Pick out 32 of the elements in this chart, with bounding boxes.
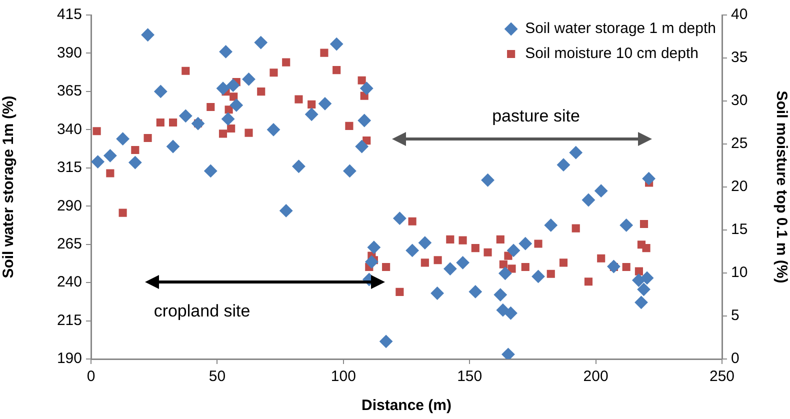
y2-tick-label: 5 (731, 307, 740, 324)
x-tick-label: 150 (457, 368, 482, 386)
x-tick-label: 100 (330, 368, 356, 386)
y2-tick-label: 10 (731, 264, 748, 282)
y-tick-label: 340 (56, 120, 82, 138)
x-tick-label: 0 (86, 368, 96, 386)
legend-label: Soil water storage 1 m depth (525, 20, 716, 38)
y-tick-label: 415 (56, 6, 82, 24)
y2-tick-label: 15 (731, 221, 748, 238)
x-tick-label: 200 (583, 368, 608, 386)
y2-tick-label: 30 (731, 92, 748, 110)
y-tick-label: 240 (56, 274, 82, 291)
y-tick-label: 215 (56, 312, 82, 329)
y2-tick-label: 0 (731, 350, 740, 368)
y2-axis-title: Soil moisture top 0.1 m (%) (772, 90, 790, 284)
y-axis-title: Soil water storage 1m (%) (0, 96, 18, 278)
y2-tick-label: 25 (731, 135, 748, 152)
x-tick-label: 250 (709, 368, 735, 386)
y-tick-label: 315 (56, 159, 82, 176)
x-axis-title: Distance (m) (361, 397, 452, 414)
annotation: cropland site (154, 302, 250, 321)
x-tick-label: 50 (208, 368, 226, 386)
y2-tick-label: 35 (731, 49, 748, 66)
legend-label: Soil moisture 10 cm depth (525, 45, 698, 62)
y-tick-label: 265 (56, 235, 82, 252)
annotation: pasture site (492, 106, 580, 126)
y2-tick-label: 40 (731, 6, 748, 24)
y-tick-label: 365 (56, 82, 82, 100)
y-tick-label: 290 (56, 197, 82, 214)
y2-tick-label: 20 (731, 178, 748, 196)
y-tick-label: 190 (56, 350, 82, 368)
y-tick-label: 390 (56, 44, 82, 62)
